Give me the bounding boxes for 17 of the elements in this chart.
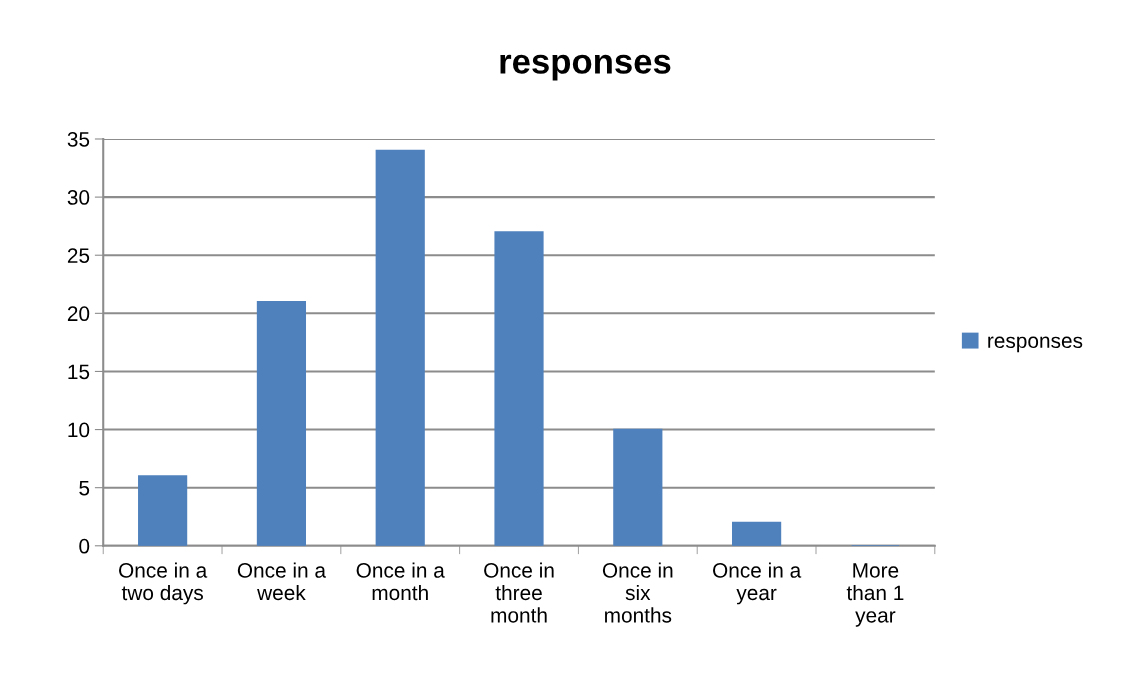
chart-title: responses [500, 54, 671, 81]
x-tick-label: Once in a two days [119, 562, 208, 605]
legend-label: responses [988, 336, 1083, 353]
x-tick-label: Once in a week [237, 562, 327, 601]
x-tick-label: More than 1 year [846, 563, 904, 627]
x-tick-label: Once in a month [356, 562, 445, 601]
y-tick-label: 10 [68, 422, 90, 438]
y-tick-label: 35 [67, 131, 90, 147]
x-tick-label: Once in a year [713, 562, 802, 605]
y-tick-label: 20 [67, 306, 90, 322]
y-tick-label: 0 [79, 538, 90, 554]
x-tick-label: Once in three month [484, 562, 554, 623]
y-tick-label: 5 [79, 480, 90, 496]
y-tick-label: 25 [67, 248, 90, 263]
y-tick-label: 15 [68, 364, 90, 380]
x-tick-label: Once in six months [602, 562, 673, 623]
y-tick-label: 30 [67, 190, 90, 205]
